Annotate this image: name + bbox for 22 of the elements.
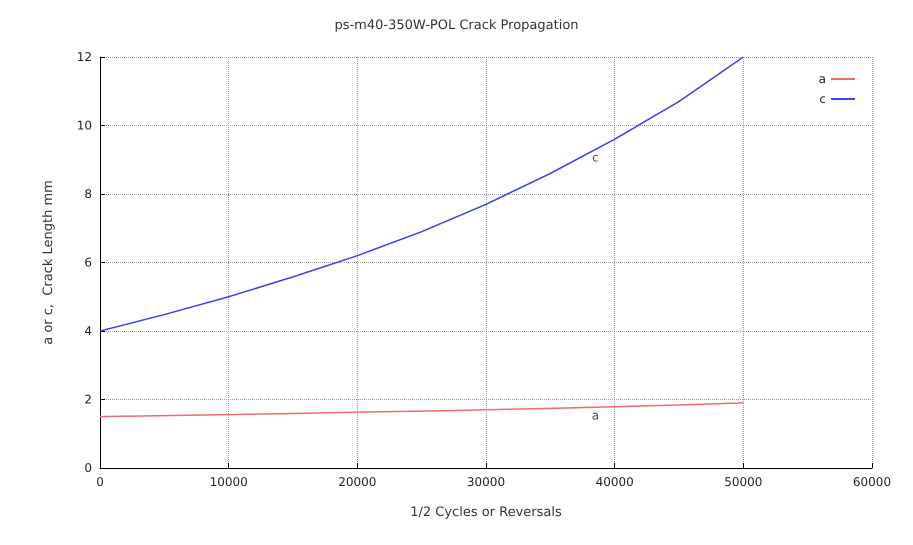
legend-label: c — [819, 92, 826, 106]
y-tick-label: 12 — [76, 50, 92, 64]
y-tick-label: 6 — [84, 256, 92, 270]
x-axis-title: 1/2 Cycles or Reversals — [410, 505, 562, 520]
x-tick-label: 40000 — [596, 475, 634, 489]
x-tick-label: 50000 — [724, 475, 762, 489]
y-tick-label: 0 — [84, 461, 92, 475]
y-axis-title: a or c, Crack Length mm — [41, 180, 56, 345]
y-tick-label: 4 — [84, 324, 92, 338]
x-tick-label: 10000 — [210, 475, 248, 489]
annotation: c — [592, 150, 599, 164]
x-tick-label: 60000 — [852, 475, 892, 489]
annotation: a — [592, 408, 600, 422]
y-tick-label: 2 — [84, 392, 92, 406]
x-tick-label: 20000 — [338, 475, 376, 489]
y-tick-label: 10 — [76, 118, 92, 132]
line-series — [99, 56, 744, 332]
x-tick-label: 0 — [96, 475, 104, 489]
chart-title: ps-m40-350W-POL Crack Propagation — [334, 18, 579, 33]
x-tick-label: 30000 — [466, 475, 506, 489]
y-tick-label: 8 — [84, 187, 92, 201]
legend-label: a — [818, 72, 826, 86]
